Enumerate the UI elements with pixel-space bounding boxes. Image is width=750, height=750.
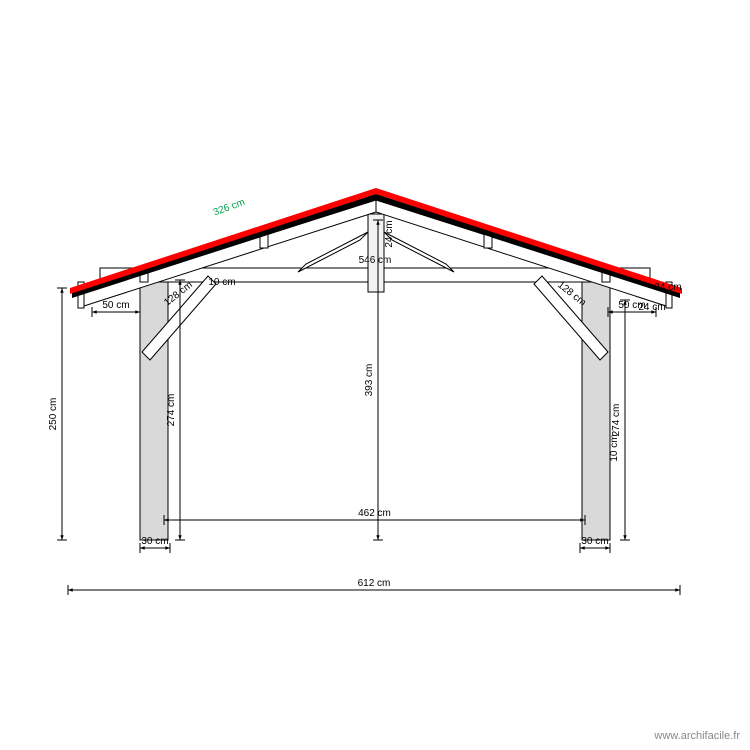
- structure-posts: [140, 280, 610, 540]
- svg-text:274 cm: 274 cm: [166, 394, 177, 427]
- svg-text:612 cm: 612 cm: [358, 578, 391, 589]
- svg-text:50 cm: 50 cm: [102, 300, 129, 311]
- svg-text:10 cm: 10 cm: [208, 277, 235, 288]
- svg-text:30 cm: 30 cm: [141, 536, 168, 547]
- svg-text:546 cm: 546 cm: [359, 255, 392, 266]
- svg-text:250 cm: 250 cm: [48, 398, 59, 431]
- svg-text:30 cm: 30 cm: [581, 536, 608, 547]
- svg-text:24 cm: 24 cm: [384, 220, 395, 247]
- attribution-text: www.archifacile.fr: [654, 730, 740, 742]
- king-post: [368, 214, 384, 292]
- svg-text:326 cm: 326 cm: [212, 197, 247, 219]
- svg-text:462 cm: 462 cm: [358, 508, 391, 519]
- svg-text:274 cm: 274 cm: [611, 404, 622, 437]
- drawing-canvas: 612 cm 462 cm 30 cm 30 cm 546 cm 326 cm 250 cm…: [0, 0, 750, 750]
- svg-text:10 cm: 10 cm: [609, 434, 620, 461]
- svg-text:24 cm: 24 cm: [654, 282, 681, 293]
- svg-text:393 cm: 393 cm: [364, 364, 375, 397]
- svg-text:24 cm: 24 cm: [638, 302, 665, 313]
